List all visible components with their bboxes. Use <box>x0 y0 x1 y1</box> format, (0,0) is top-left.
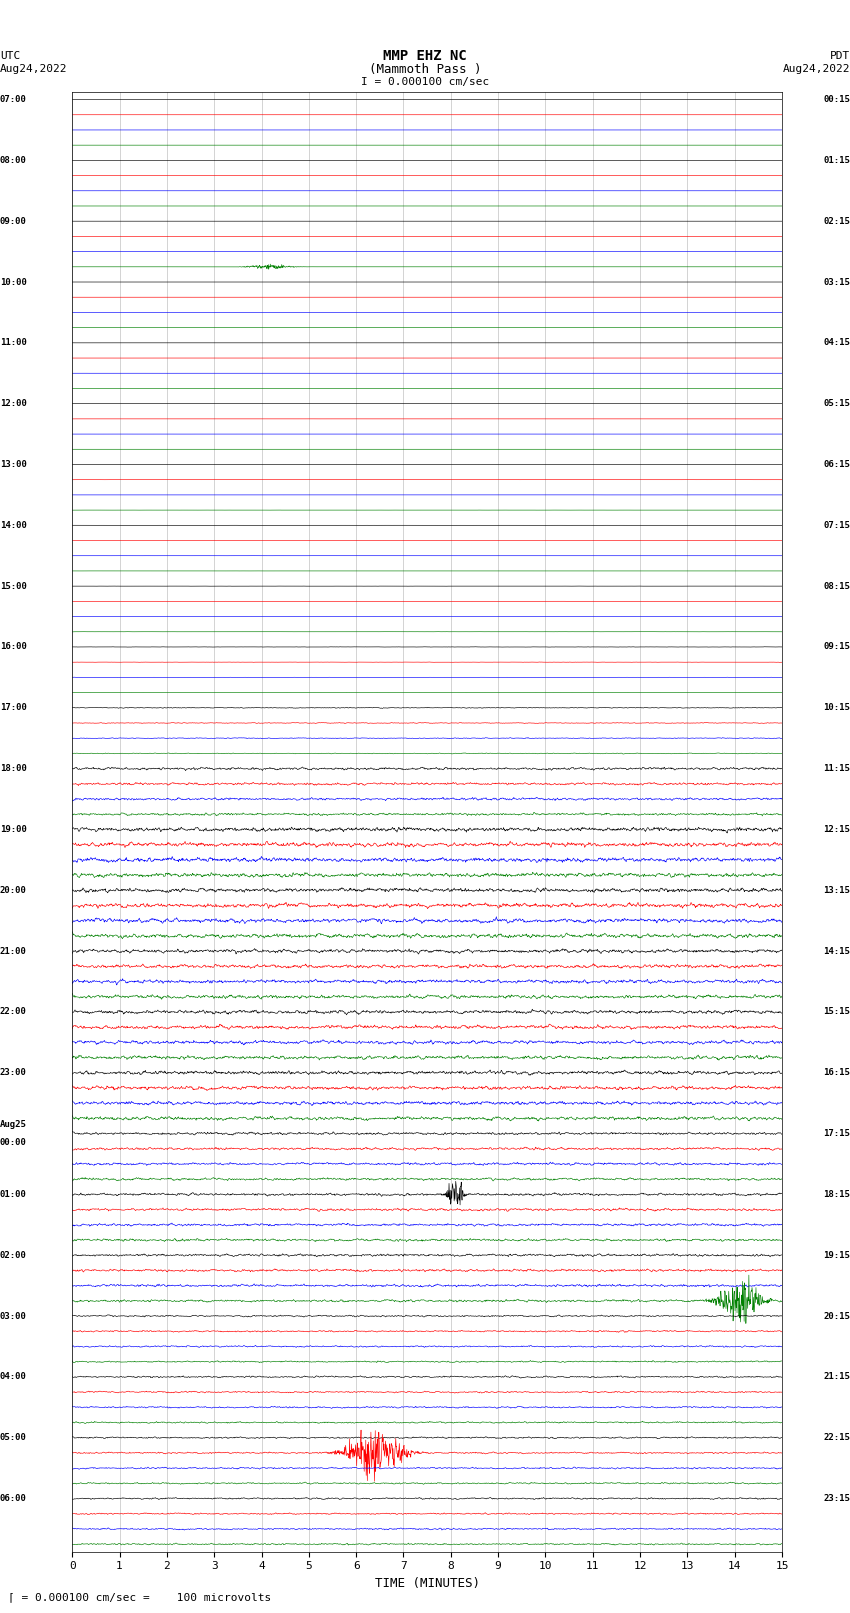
Text: 18:15: 18:15 <box>823 1190 850 1198</box>
Text: 20:15: 20:15 <box>823 1311 850 1321</box>
Text: 14:00: 14:00 <box>0 521 27 529</box>
Text: 05:00: 05:00 <box>0 1434 27 1442</box>
Text: 22:15: 22:15 <box>823 1434 850 1442</box>
Text: MMP EHZ NC: MMP EHZ NC <box>383 50 467 63</box>
Text: 06:00: 06:00 <box>0 1494 27 1503</box>
Text: 06:15: 06:15 <box>823 460 850 469</box>
Text: 00:00: 00:00 <box>0 1139 27 1147</box>
Text: 09:15: 09:15 <box>823 642 850 652</box>
Text: ⌈ = 0.000100 cm/sec =    100 microvolts: ⌈ = 0.000100 cm/sec = 100 microvolts <box>8 1592 272 1602</box>
Text: 08:00: 08:00 <box>0 156 27 165</box>
Text: 03:15: 03:15 <box>823 277 850 287</box>
Text: 16:15: 16:15 <box>823 1068 850 1077</box>
Text: 13:00: 13:00 <box>0 460 27 469</box>
Text: (Mammoth Pass ): (Mammoth Pass ) <box>369 63 481 76</box>
Text: 14:15: 14:15 <box>823 947 850 955</box>
Text: 03:00: 03:00 <box>0 1311 27 1321</box>
Text: 12:15: 12:15 <box>823 824 850 834</box>
Text: Aug24,2022: Aug24,2022 <box>783 65 850 74</box>
Text: 13:15: 13:15 <box>823 886 850 895</box>
Text: Aug24,2022: Aug24,2022 <box>0 65 67 74</box>
Text: 19:15: 19:15 <box>823 1250 850 1260</box>
Text: 10:15: 10:15 <box>823 703 850 713</box>
Text: 22:00: 22:00 <box>0 1008 27 1016</box>
Text: I = 0.000100 cm/sec: I = 0.000100 cm/sec <box>361 77 489 87</box>
Text: 07:00: 07:00 <box>0 95 27 105</box>
Text: Aug25: Aug25 <box>0 1119 27 1129</box>
Text: 21:15: 21:15 <box>823 1373 850 1381</box>
Text: 19:00: 19:00 <box>0 824 27 834</box>
Text: 17:00: 17:00 <box>0 703 27 713</box>
Text: 18:00: 18:00 <box>0 765 27 773</box>
Text: 07:15: 07:15 <box>823 521 850 529</box>
Text: PDT: PDT <box>830 52 850 61</box>
Text: 02:15: 02:15 <box>823 216 850 226</box>
X-axis label: TIME (MINUTES): TIME (MINUTES) <box>375 1578 479 1590</box>
Text: 23:15: 23:15 <box>823 1494 850 1503</box>
Text: 20:00: 20:00 <box>0 886 27 895</box>
Text: 10:00: 10:00 <box>0 277 27 287</box>
Text: 05:15: 05:15 <box>823 398 850 408</box>
Text: 00:15: 00:15 <box>823 95 850 105</box>
Text: 01:15: 01:15 <box>823 156 850 165</box>
Text: 16:00: 16:00 <box>0 642 27 652</box>
Text: 15:00: 15:00 <box>0 582 27 590</box>
Text: 09:00: 09:00 <box>0 216 27 226</box>
Text: 11:00: 11:00 <box>0 339 27 347</box>
Text: 15:15: 15:15 <box>823 1008 850 1016</box>
Text: 04:00: 04:00 <box>0 1373 27 1381</box>
Text: 04:15: 04:15 <box>823 339 850 347</box>
Text: 21:00: 21:00 <box>0 947 27 955</box>
Text: 17:15: 17:15 <box>823 1129 850 1139</box>
Text: 12:00: 12:00 <box>0 398 27 408</box>
Text: 08:15: 08:15 <box>823 582 850 590</box>
Text: 11:15: 11:15 <box>823 765 850 773</box>
Text: UTC: UTC <box>0 52 20 61</box>
Text: 23:00: 23:00 <box>0 1068 27 1077</box>
Text: 02:00: 02:00 <box>0 1250 27 1260</box>
Text: 01:00: 01:00 <box>0 1190 27 1198</box>
